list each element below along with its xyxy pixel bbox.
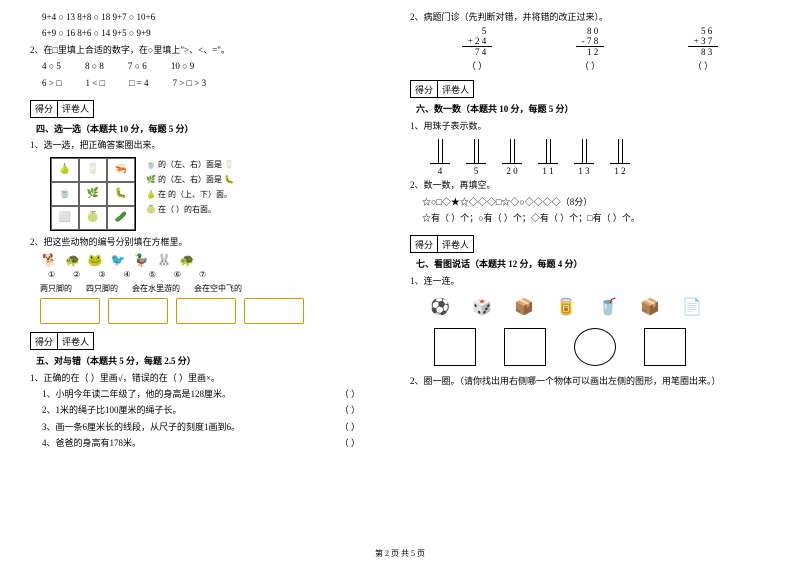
grader-label: 评卷人 <box>438 81 473 97</box>
animal-nums: ①②③④⑤⑥⑦ <box>48 270 390 279</box>
arith-row: 5+ 2 47 4（ ） 8 0- 7 81 2（ ） 5 6+ 3 78 3（… <box>410 26 770 72</box>
opt-line: 🍈 在（ ）的右面。 <box>146 202 234 217</box>
grader-label: 评卷人 <box>438 236 473 252</box>
page-footer: 第 2 页 共 5 页 <box>0 548 800 559</box>
expr: □ = 4 <box>129 76 149 90</box>
s6-q2: 2、数一数，再填空。 <box>410 178 770 192</box>
expr: 6 > □ <box>42 76 62 90</box>
tf-item: 4、爸爸的身高有178米。（ ） <box>42 436 390 450</box>
tf-item: 1、小明今年读二年级了，他的身高是128厘米。（ ） <box>42 387 390 401</box>
score-box: 得分 评卷人 <box>30 332 94 350</box>
expr: 1 < □ <box>86 76 106 90</box>
score-label: 得分 <box>411 81 438 97</box>
score-label: 得分 <box>411 236 438 252</box>
score-label: 得分 <box>31 333 58 349</box>
r-q2-title: 2、病题门诊（先判断对错，并将错的改正过来）。 <box>410 10 770 24</box>
s7-q2: 2、圈一圈。（请你找出用右侧哪一个物体可以画出左侧的图形，用笔圈出来。） <box>410 374 770 388</box>
score-box: 得分 评卷人 <box>30 100 94 118</box>
cylinder-icon <box>644 328 686 366</box>
calc-line: 9+4 ○ 13 8+8 ○ 18 9+7 ○ 10+6 <box>30 10 390 24</box>
tf-item: 2、1米的绳子比100厘米的绳子长。（ ） <box>42 403 390 417</box>
s6-line1: ☆○□◇★☆◇◇◇□☆◇○◇◇◇◇（8分） <box>410 195 770 209</box>
s5-q: 1、正确的在（ ）里画√，错误的在（ ）里画×。 <box>30 371 390 385</box>
beads-row: 4 5 2 0 1 1 1 3 1 2 <box>430 139 770 176</box>
score-label: 得分 <box>31 101 58 117</box>
score-box: 得分 评卷人 <box>410 80 474 98</box>
s6-line2: ☆有（ ）个；○有（ ）个；◇有（ ）个；□有（ ）个。 <box>410 211 770 225</box>
section-6-title: 六、数一数（本题共 10 分，每题 5 分） <box>416 102 574 116</box>
expr: 10 ○ 9 <box>171 59 194 73</box>
section-5-title: 五、对与错（本题共 5 分，每题 2.5 分） <box>36 354 196 368</box>
q2-title: 2、在□里填上合适的数字，在○里填上">、<、="。 <box>30 43 390 57</box>
picture-grid: 🍐🥛🦐 🍵🌿🐛 ⬜🍈🥒 <box>50 157 136 231</box>
grader-label: 评卷人 <box>58 333 93 349</box>
opt-line: 🍵 的（左、右）面是 🥛 <box>146 157 234 172</box>
s7-q1: 1、连一连。 <box>410 274 770 288</box>
section-4-title: 四、选一选（本题共 10 分，每题 5 分） <box>36 122 194 136</box>
expr: 7 ○ 6 <box>128 59 147 73</box>
tf-item: 3、画一条6厘米长的线段，从尺子的刻度1画到6。（ ） <box>42 420 390 434</box>
calc-line: 6+9 ○ 16 8+6 ○ 14 9+5 ○ 9+9 <box>30 26 390 40</box>
expr: 4 ○ 5 <box>42 59 61 73</box>
animal-labels: 两只脚的四只脚的会在水里游的会在空中飞的 <box>40 283 390 294</box>
shapes-row: ⚽ 🎲 📦 🥫 🥤 📦 📄 <box>426 294 770 320</box>
s4-q2: 2、把这些动物的编号分别填在方框里。 <box>30 235 390 249</box>
solids-row <box>434 328 770 366</box>
cube-icon <box>434 328 476 366</box>
answer-boxes <box>40 298 390 324</box>
grader-label: 评卷人 <box>58 101 93 117</box>
opt-line: 🍐 在 的（上、下）面。 <box>146 187 234 202</box>
s6-q1: 1、用珠子表示数。 <box>410 119 770 133</box>
s4-q1: 1、选一选，把正确答案圈出来。 <box>30 138 390 152</box>
score-box: 得分 评卷人 <box>410 235 474 253</box>
expr: 8 ○ 8 <box>85 59 104 73</box>
expr: 7 > □ > 3 <box>173 76 207 90</box>
animal-row: 🐕🐢🐸🐦🦆🐰🐢 <box>42 253 390 268</box>
sphere-icon <box>574 328 616 366</box>
section-7-title: 七、看图说话（本题共 12 分，每题 4 分） <box>416 257 583 271</box>
cuboid-icon <box>504 328 546 366</box>
opt-line: 🌿 的（左、右）面是 🐛 <box>146 172 234 187</box>
